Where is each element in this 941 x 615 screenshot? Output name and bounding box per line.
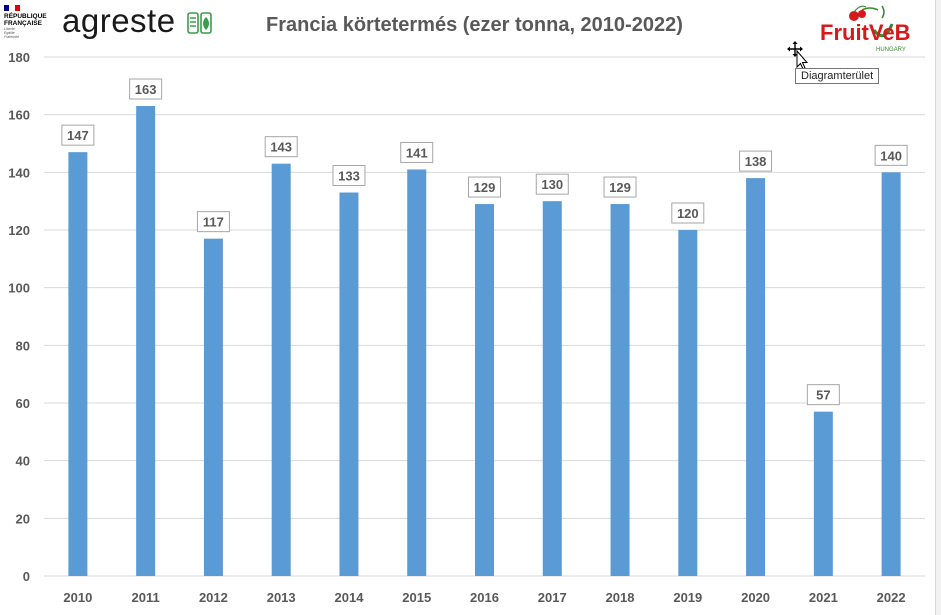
fruitveb-text: FruitVeB — [820, 20, 910, 45]
agreste-logo: agreste — [62, 2, 176, 39]
republique-line-1: RÉPUBLIQUE — [4, 13, 47, 20]
bar — [407, 169, 427, 576]
x-tick-label: 2018 — [606, 590, 635, 605]
data-label-box — [264, 136, 298, 158]
data-label-box — [603, 176, 637, 198]
agreste-leaf-icon — [187, 12, 212, 34]
y-tick-label: 0 — [23, 569, 30, 584]
bars — [68, 106, 901, 577]
data-label-box — [61, 124, 95, 146]
data-label-box — [468, 176, 501, 198]
fruitveb-logo: FruitVeB HUNGARY — [818, 4, 922, 54]
bar — [203, 238, 223, 576]
y-tick-label: 140 — [8, 165, 30, 180]
data-label: 163 — [135, 82, 157, 97]
y-tick-label: 180 — [8, 50, 30, 65]
move-cursor-icon — [787, 41, 809, 70]
data-label: 117 — [203, 215, 224, 230]
data-label-box — [535, 173, 569, 195]
motto-fraternite: Fraternité — [4, 35, 19, 39]
data-label-box — [739, 150, 773, 172]
data-label: 140 — [880, 148, 902, 163]
bar — [271, 163, 291, 576]
data-label-box — [196, 211, 230, 233]
data-label-box — [806, 384, 840, 406]
x-axis-ticks: 2010 2011 2012 2013 2014 2015 2016 2017 2018 2019… — [63, 590, 905, 605]
data-label: 129 — [609, 180, 631, 195]
x-tick-label: 2010 — [63, 590, 92, 605]
y-tick-label: 20 — [16, 511, 30, 526]
data-label: 130 — [541, 177, 563, 192]
data-label: 138 — [745, 154, 767, 169]
bar — [746, 178, 766, 576]
bar — [542, 201, 562, 576]
chart-area-tooltip: Diagramterület — [795, 68, 880, 84]
window-edge — [935, 0, 941, 615]
y-tick-label: 80 — [16, 338, 30, 353]
x-tick-label: 2012 — [199, 590, 228, 605]
data-label: 133 — [338, 169, 360, 184]
bar — [881, 172, 901, 577]
data-label: 147 — [67, 128, 89, 143]
bar — [68, 152, 88, 576]
data-label-box — [129, 78, 163, 100]
x-tick-label: 2019 — [673, 590, 702, 605]
fruitveb-cherry-icon: FruitVeB HUNGARY — [820, 5, 910, 53]
data-label: 141 — [406, 145, 428, 160]
data-labels: 147 163 117 143 133 141 129 130 129 120 138 57 140 — [61, 78, 908, 406]
x-tick-label: 2021 — [809, 590, 838, 605]
bar — [475, 204, 494, 577]
data-label-box — [332, 165, 366, 187]
bar — [136, 106, 156, 577]
x-tick-label: 2013 — [267, 590, 296, 605]
data-label: 129 — [474, 180, 496, 195]
data-label: 57 — [816, 388, 830, 403]
motto-egalite: Égalité — [4, 31, 15, 35]
y-tick-label: 40 — [16, 454, 30, 469]
x-tick-label: 2016 — [470, 590, 499, 605]
y-tick-label: 100 — [8, 281, 30, 296]
y-tick-label: 60 — [16, 396, 30, 411]
bar — [678, 230, 698, 576]
republique-line-2: FRANÇAISE — [4, 20, 42, 27]
data-label-box — [874, 144, 908, 166]
y-axis-ticks: 0 20 40 60 80 100 120 140 160 180 — [8, 50, 30, 584]
bar — [339, 192, 359, 576]
x-tick-label: 2011 — [132, 590, 160, 605]
y-tick-label: 160 — [8, 108, 30, 123]
bar — [610, 204, 630, 577]
data-label-box — [671, 202, 705, 224]
data-label-box — [400, 141, 434, 163]
chart-title: Francia körtetermés (ezer tonna, 2010-20… — [266, 14, 683, 36]
fruitveb-subtext: HUNGARY — [876, 47, 906, 53]
x-tick-label: 2014 — [335, 590, 365, 605]
y-tick-label: 120 — [8, 223, 30, 238]
x-tick-label: 2022 — [877, 590, 906, 605]
motto-liberte: Liberté — [4, 27, 15, 31]
data-label: 120 — [677, 206, 699, 221]
x-tick-label: 2020 — [741, 590, 770, 605]
bar — [813, 411, 833, 576]
french-flag-icon — [4, 5, 20, 11]
x-tick-label: 2015 — [402, 590, 431, 605]
republique-francaise-logo: RÉPUBLIQUE FRANÇAISE Liberté Égalité Fra… — [4, 5, 54, 43]
data-label: 143 — [270, 140, 292, 155]
x-tick-label: 2017 — [538, 590, 567, 605]
